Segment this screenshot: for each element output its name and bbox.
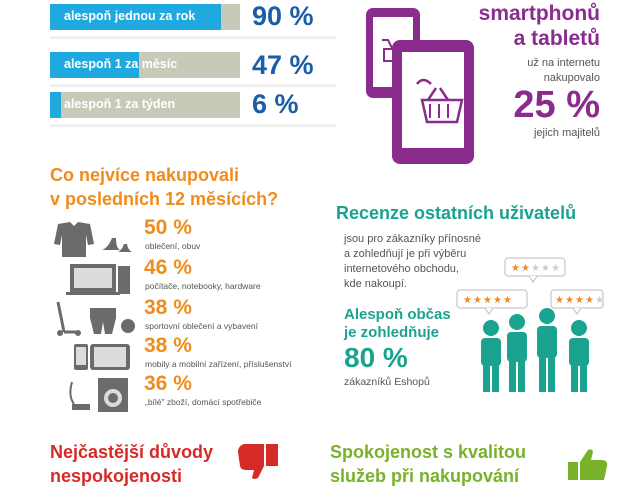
frequency-bar-fill: [50, 4, 221, 30]
reviews-text-line3: internetového obchodu,: [344, 263, 459, 275]
frequency-bar-fill: [50, 52, 140, 78]
divider: [50, 36, 336, 39]
frequency-bar-weekly: alespoň 1 za týden: [50, 92, 240, 118]
rating-star: ★: [473, 295, 482, 306]
dissatisfaction-line2: nespokojenosti: [50, 466, 183, 486]
computer-icon: [66, 264, 130, 295]
category-desc: sportovní oblečení a vybavení: [145, 321, 258, 331]
category-desc: počítače, notebooky, hardware: [145, 281, 261, 291]
reviews-title: Recenze ostatních uživatelů: [336, 203, 577, 223]
rating-star: ★: [541, 263, 550, 274]
thumbs-up-icon: [568, 449, 608, 480]
category-percent: 38 %: [144, 296, 192, 319]
devices-sub-line1: už na internetu: [527, 57, 600, 69]
category-item: 38 % mobily a mobilní zařízení, přísluše…: [50, 334, 320, 378]
rating-star: ★: [575, 295, 584, 306]
rating-star: ★: [551, 263, 560, 274]
tablet-smartphone-icon: [366, 8, 474, 164]
reviews-strong: Alespoň občas je zohledňuje: [344, 306, 451, 342]
reviews-strong-line2: je zohledňuje: [344, 324, 440, 341]
frequency-label: alespoň 1 za měsíc: [64, 57, 178, 71]
devices-percent: 25 %: [513, 84, 600, 126]
category-item: 46 % počítače, notebooky, hardware: [50, 256, 320, 300]
satisfaction-line2: služeb při nakupování: [330, 466, 520, 486]
rating-star: ★: [483, 295, 492, 306]
categories-heading: Co nejvíce nakupovali v posledních 12 mě…: [50, 163, 278, 211]
clothing-icon: [54, 222, 132, 257]
frequency-bar-fill: [50, 92, 62, 118]
rating-star: ★: [521, 263, 530, 274]
reviews-text-line1: jsou pro zákazníky přínosné: [344, 233, 481, 245]
appliance-icon: [69, 378, 128, 412]
divider: [50, 124, 336, 127]
category-percent: 38 %: [144, 334, 192, 357]
rating-star: ★: [511, 263, 520, 274]
category-desc: mobily a mobilní zařízení, příslušenství: [145, 359, 292, 369]
rating-star: ★: [463, 295, 472, 306]
thumbs-down-icon: [238, 444, 278, 479]
reviews-percent: 80 %: [344, 342, 408, 373]
rating-star: ★: [585, 295, 594, 306]
reviews-text: jsou pro zákazníky přínosné a zohledňují…: [344, 232, 484, 292]
frequency-bar-monthly: alespoň 1 za měsíc: [50, 52, 240, 78]
frequency-bar-yearly: alespoň jednou za rok: [50, 4, 240, 30]
mobile-icon: [74, 344, 130, 370]
devices-title-line1: smartphonů: [478, 2, 600, 25]
frequency-label: alespoň 1 za týden: [64, 97, 176, 111]
satisfaction-line1: Spokojenost s kvalitou: [330, 442, 527, 462]
category-desc: „bílé" zboží, domácí spotřebiče: [145, 397, 262, 407]
reviews-strong-line1: Alespoň občas: [344, 306, 451, 323]
people-reviews-icon: ★ ★ ★ ★ ★★ ★ ★ ★ ★ ★ ★ ★ ★ ★: [456, 257, 604, 392]
devices-title-line2: a tabletů: [513, 27, 600, 50]
rating-star: ★: [503, 295, 512, 306]
category-percent: 46 %: [144, 256, 192, 279]
frequency-percent: 6 %: [252, 89, 299, 119]
category-item: 36 % „bílé" zboží, domácí spotřebiče: [50, 372, 320, 416]
category-desc: oblečení, obuv: [145, 241, 201, 251]
rating-star: ★: [565, 295, 574, 306]
reviews-sub: zákazníků Eshopů: [344, 376, 430, 388]
category-item: 50 % oblečení, obuv: [50, 216, 320, 260]
reviews-text-line2: a zohledňují je při výběru: [344, 248, 467, 260]
divider: [50, 84, 336, 87]
devices-sub-line2: nakupovalo: [543, 72, 600, 84]
rating-star: ★: [493, 295, 502, 306]
frequency-percent: 90 %: [252, 1, 314, 31]
satisfaction-heading: Spokojenost s kvalitou služeb při nakupo…: [330, 440, 526, 488]
sport-icon: [56, 301, 135, 336]
category-percent: 50 %: [144, 216, 192, 239]
devices-owners: jejich majitelů: [533, 127, 600, 139]
categories-heading-line2: v posledních 12 měsících?: [50, 189, 279, 209]
dissatisfaction-line1: Nejčastější důvody: [50, 442, 214, 462]
rating-stars: ★ ★ ★ ★ ★★ ★ ★ ★ ★ ★ ★ ★ ★ ★: [463, 263, 604, 306]
categories-heading-line1: Co nejvíce nakupovali: [50, 165, 240, 185]
reviews-text-line4: kde nakoupí.: [344, 278, 407, 290]
rating-star: ★: [531, 263, 540, 274]
rating-star: ★: [555, 295, 564, 306]
category-percent: 36 %: [144, 372, 192, 395]
category-item: 38 % sportovní oblečení a vybavení: [50, 296, 320, 340]
frequency-label: alespoň jednou za rok: [64, 9, 196, 23]
dissatisfaction-heading: Nejčastější důvody nespokojenosti: [50, 440, 213, 488]
frequency-percent: 47 %: [252, 50, 314, 80]
rating-star: ★: [595, 295, 604, 306]
